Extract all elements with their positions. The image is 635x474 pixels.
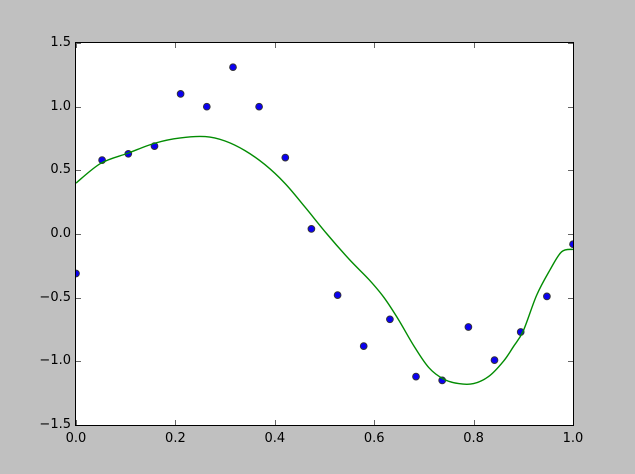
series-layer [75,63,574,386]
axes-frame [74,41,575,427]
scatter-point [543,292,551,301]
scatter-point [281,153,290,162]
scatter-point [229,63,237,72]
scatter-point [464,323,473,331]
scatter-point [333,291,342,299]
fit-curve-line [75,135,574,386]
scatter-point [307,225,316,233]
scatter-point [386,315,394,324]
plot-area [76,43,573,425]
scatter-point [202,102,211,111]
scatter-point [255,102,263,111]
scatter-point [176,90,185,98]
scatter-point [412,372,420,381]
scatter-point [490,356,499,364]
scatter-point [359,342,368,350]
